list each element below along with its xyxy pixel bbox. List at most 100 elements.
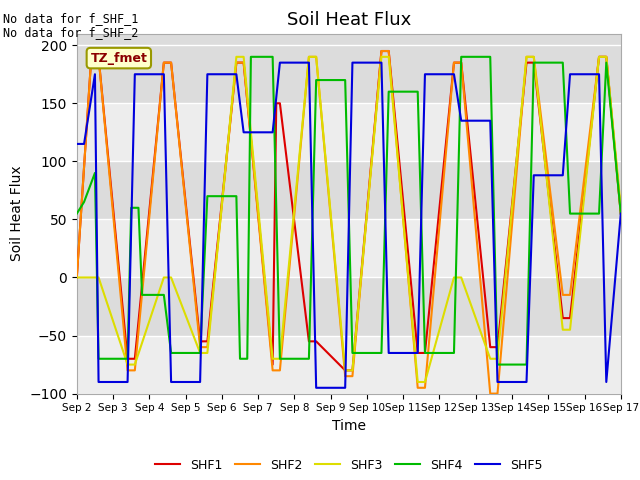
SHF2 (530, 54, 538, 60)
SHF3 (124, 362, 131, 368)
SHF3 (559, 327, 566, 333)
Line: SHF1: SHF1 (77, 51, 621, 371)
SHF2 (421, 385, 429, 391)
SHF3 (595, 54, 603, 60)
SHF4 (530, 60, 538, 65)
SHF3 (421, 379, 429, 385)
SHF4 (559, 60, 566, 65)
SHF5 (486, 118, 494, 123)
SHF1 (617, 211, 625, 216)
SHF2 (167, 60, 175, 65)
SHF5 (559, 172, 566, 178)
SHF1 (378, 48, 385, 54)
SHF4 (73, 211, 81, 216)
SHF4 (523, 362, 531, 368)
SHF2 (349, 373, 356, 379)
SHF4 (134, 205, 142, 211)
SHF4 (349, 350, 356, 356)
SHF2 (385, 48, 392, 54)
SHF3 (73, 275, 81, 280)
SHF5 (349, 60, 356, 65)
SHF2 (88, 54, 95, 60)
SHF5 (530, 172, 538, 178)
SHF4 (269, 54, 276, 60)
SHF4 (617, 211, 625, 216)
SHF3 (493, 356, 501, 361)
SHF1 (269, 362, 276, 368)
SHF1 (421, 350, 429, 356)
SHF1 (566, 315, 574, 321)
SHF1 (385, 48, 392, 54)
SHF1 (458, 60, 465, 65)
SHF4 (341, 77, 349, 83)
SHF5 (91, 72, 99, 77)
SHF1 (204, 338, 211, 344)
SHF3 (312, 54, 320, 60)
SHF5 (232, 72, 240, 77)
SHF3 (530, 54, 538, 60)
X-axis label: Time: Time (332, 419, 366, 433)
Legend: SHF1, SHF2, SHF3, SHF4, SHF5: SHF1, SHF2, SHF3, SHF4, SHF5 (150, 454, 547, 477)
SHF2 (124, 368, 131, 373)
SHF1 (305, 338, 313, 344)
SHF3 (160, 275, 168, 280)
SHF4 (378, 350, 385, 356)
SHF3 (95, 275, 102, 280)
SHF5 (617, 211, 625, 216)
SHF1 (414, 350, 422, 356)
SHF5 (196, 379, 204, 385)
SHF2 (305, 54, 313, 60)
Line: SHF3: SHF3 (77, 57, 621, 382)
SHF3 (385, 54, 392, 60)
SHF5 (458, 118, 465, 123)
SHF5 (305, 60, 313, 65)
SHF4 (91, 170, 99, 176)
SHF2 (486, 391, 494, 396)
SHF1 (131, 356, 139, 361)
Line: SHF5: SHF5 (77, 62, 621, 388)
SHF5 (167, 379, 175, 385)
SHF2 (414, 385, 422, 391)
Bar (77, 161, 621, 219)
SHF3 (602, 54, 610, 60)
SHF3 (276, 356, 284, 361)
SHF1 (341, 368, 349, 373)
SHF5 (493, 379, 501, 385)
Bar (77, 103, 621, 161)
SHF4 (124, 356, 131, 361)
SHF4 (167, 350, 175, 356)
SHF3 (232, 54, 240, 60)
SHF4 (305, 356, 313, 361)
SHF2 (458, 60, 465, 65)
SHF4 (450, 350, 458, 356)
SHF4 (138, 292, 146, 298)
SHF1 (276, 100, 284, 106)
Bar (77, 336, 621, 394)
SHF2 (95, 54, 102, 60)
SHF3 (305, 54, 313, 60)
SHF4 (276, 356, 284, 361)
SHF4 (80, 199, 88, 205)
SHF5 (602, 379, 610, 385)
SHF4 (247, 54, 255, 60)
Text: No data for f_SHF_2: No data for f_SHF_2 (3, 26, 139, 39)
SHF4 (243, 356, 251, 361)
SHF3 (486, 356, 494, 361)
SHF1 (88, 54, 95, 60)
SHF1 (530, 60, 538, 65)
SHF5 (240, 130, 248, 135)
SHF3 (349, 368, 356, 373)
SHF4 (385, 89, 392, 95)
SHF2 (566, 292, 574, 298)
SHF1 (312, 338, 320, 344)
SHF3 (617, 205, 625, 211)
SHF2 (232, 60, 240, 65)
SHF5 (312, 385, 320, 391)
SHF4 (486, 54, 494, 60)
SHF4 (312, 77, 320, 83)
SHF3 (240, 54, 248, 60)
SHF5 (385, 350, 392, 356)
SHF5 (523, 379, 531, 385)
Text: No data for f_SHF_1: No data for f_SHF_1 (3, 12, 139, 25)
SHF3 (167, 275, 175, 280)
